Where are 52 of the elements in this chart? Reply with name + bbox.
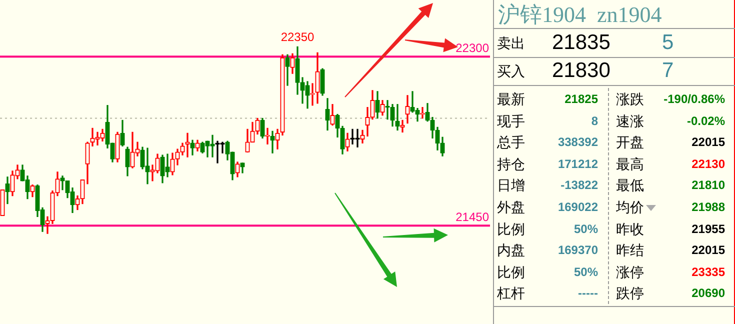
text: 最低: [616, 176, 644, 194]
text: 杠杆: [497, 284, 525, 302]
candlestick: [270, 130, 275, 154]
text: 比例: [497, 220, 525, 238]
text: -190/0.86%: [664, 91, 725, 108]
text: 总手: [497, 133, 525, 152]
text: 涨跌: [616, 90, 644, 108]
text: 169022: [558, 199, 598, 216]
text: 昨结: [616, 241, 644, 260]
text: 涨停: [616, 262, 644, 281]
text: 开盘: [616, 133, 644, 152]
text: 50%: [574, 220, 598, 238]
text: 22015: [692, 242, 725, 260]
text: 跌停: [616, 284, 644, 302]
text: 22015: [692, 134, 725, 152]
text: -13822: [560, 177, 598, 194]
text: 8: [591, 112, 598, 130]
text: 外盘: [497, 198, 525, 216]
text: 内盘: [497, 241, 525, 260]
text: 22130: [692, 156, 725, 173]
ref-line-label: 22300: [456, 40, 490, 55]
text: 昨收: [616, 220, 644, 238]
text: 速涨: [616, 112, 644, 130]
text: 169370: [558, 242, 598, 260]
text: 均价: [616, 198, 644, 216]
text: -----: [578, 285, 598, 302]
text: 171212: [558, 156, 598, 173]
text: 21955: [692, 220, 725, 238]
text: 卖出: [497, 35, 525, 53]
text: 21988: [692, 199, 725, 216]
text: 买入: [497, 63, 525, 81]
ref-line-label: 21450: [456, 210, 490, 224]
text: 21835: [552, 31, 610, 55]
text: 5: [662, 31, 674, 55]
text: 最高: [616, 154, 644, 173]
text: 7: [662, 59, 674, 83]
candlestick: [395, 104, 400, 131]
text: 现手: [497, 112, 525, 130]
text: 日增: [497, 176, 525, 194]
text: 持仓: [497, 154, 525, 173]
text: 21810: [692, 177, 725, 194]
text: 338392: [558, 134, 598, 152]
text: 最新: [497, 90, 525, 108]
text: -0.02%: [686, 112, 725, 130]
text: 沪锌1904 zn1904: [498, 1, 662, 29]
annotation: 22350: [280, 30, 315, 44]
text: 比例: [497, 262, 525, 281]
text: 23335: [692, 264, 725, 281]
text: 20690: [692, 285, 725, 302]
text: 21830: [552, 59, 610, 83]
text: 21825: [564, 91, 598, 108]
text: 50%: [574, 264, 598, 281]
